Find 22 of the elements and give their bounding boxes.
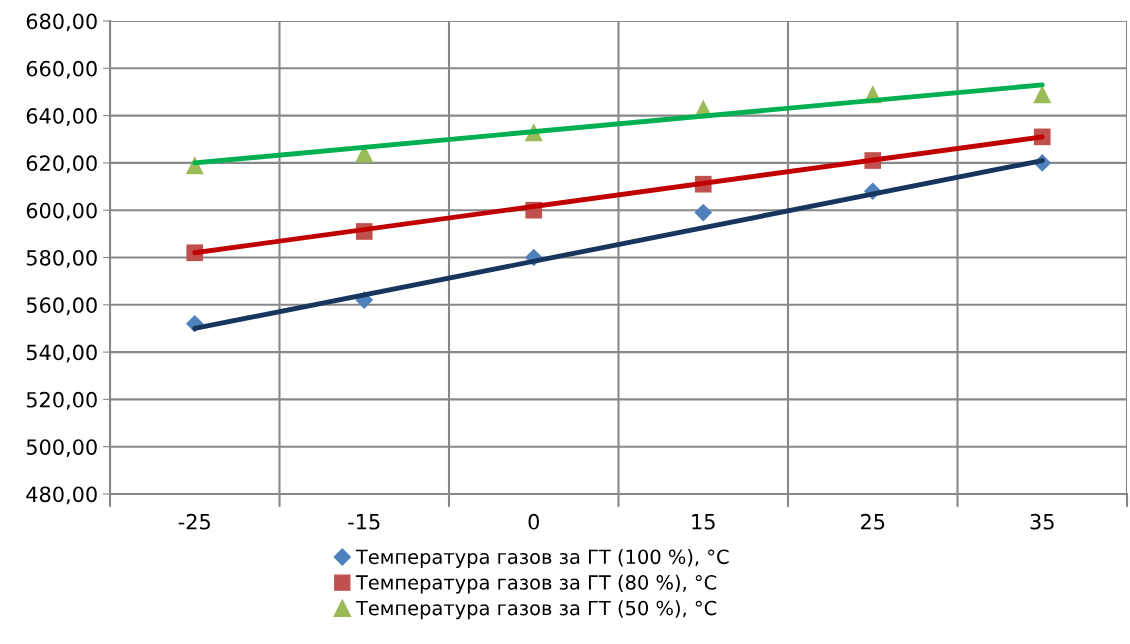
y-tick-label: 500,00 (26, 439, 97, 458)
y-tick-label: 580,00 (26, 249, 97, 268)
y-tick-label: 540,00 (26, 344, 97, 363)
legend-label: Температура газов за ГТ (100 %), °C (355, 549, 729, 568)
y-tick-label: 620,00 (26, 155, 97, 174)
y-tick-label: 680,00 (26, 13, 97, 32)
legend-label: Температура газов за ГТ (50 %), °C (355, 600, 717, 620)
y-tick-label: 560,00 (26, 297, 97, 316)
point (694, 203, 713, 222)
y-tick-label: 640,00 (26, 108, 97, 126)
y-tick-label: 660,00 (26, 60, 97, 79)
x-tick-label: 15 (692, 514, 715, 530)
legend-label: Температура газов за ГТ (80 %), °C (355, 574, 717, 594)
y-tick-label: 520,00 (26, 391, 97, 410)
x-tick-label: 35 (1030, 513, 1054, 530)
x-tick-label: -25 (178, 513, 210, 530)
y-tick-label: 480,00 (26, 486, 97, 505)
x-tick-label: 25 (861, 513, 885, 530)
x-tick-label: -15 (348, 514, 380, 530)
point (1033, 85, 1052, 104)
y-tick-label: 600,00 (26, 202, 97, 221)
x-tick-label: 0 (528, 513, 539, 530)
